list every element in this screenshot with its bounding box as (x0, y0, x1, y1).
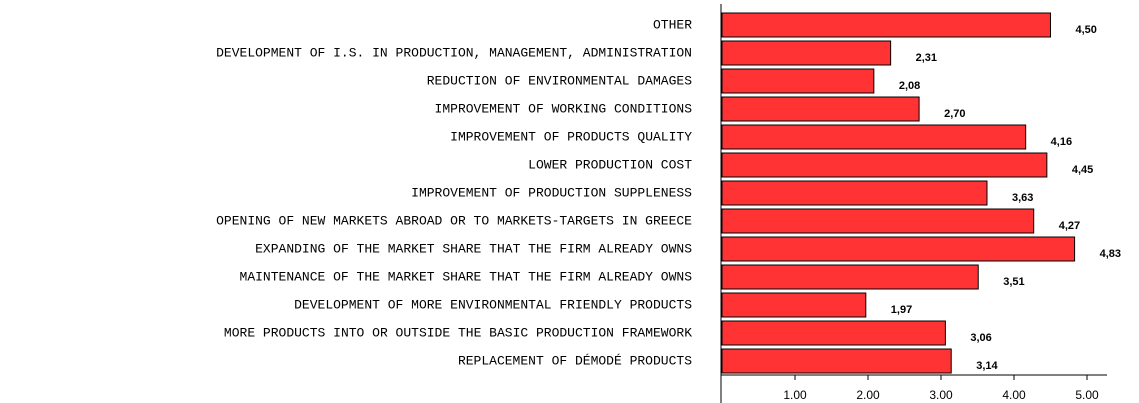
value-label: 4,27 (1059, 220, 1080, 232)
category-label: DEVELOPMENT OF MORE ENVIRONMENTAL FRIEND… (294, 297, 692, 312)
value-label: 3,14 (976, 360, 998, 372)
value-label: 3,51 (1003, 276, 1024, 288)
category-label: OTHER (653, 17, 692, 32)
category-label: MAINTENANCE OF THE MARKET SHARE THAT THE… (240, 269, 693, 284)
x-tick-label: 1.00 (783, 388, 807, 402)
value-label: 4,50 (1076, 24, 1097, 36)
category-label: MORE PRODUCTS INTO OR OUTSIDE THE BASIC … (224, 325, 692, 340)
value-label: 3,63 (1012, 192, 1033, 204)
bar (721, 320, 946, 346)
x-tick-label: 4.00 (1002, 388, 1026, 402)
bar (721, 68, 875, 94)
value-label: 3,06 (970, 332, 991, 344)
value-label: 4,83 (1100, 248, 1121, 260)
bar (721, 152, 1048, 178)
bar (721, 124, 1027, 150)
value-label: 2,31 (916, 52, 937, 64)
category-label: OPENING OF NEW MARKETS ABROAD OR TO MARK… (216, 213, 692, 228)
bar (721, 264, 979, 290)
bar (721, 40, 892, 66)
value-label: 2,08 (899, 80, 920, 92)
bar (721, 12, 1051, 38)
category-label: REDUCTION OF ENVIRONMENTAL DAMAGES (427, 73, 692, 88)
category-label: EXPANDING OF THE MARKET SHARE THAT THE F… (255, 241, 692, 256)
value-label: 1,97 (891, 304, 912, 316)
x-tick-label: 5.00 (1075, 388, 1099, 402)
bar (721, 292, 867, 318)
x-tick-label: 3.00 (929, 388, 953, 402)
bar (721, 208, 1035, 234)
category-label: REPLACEMENT OF DÉMODÉ PRODUCTS (458, 353, 692, 368)
category-label: IMPROVEMENT OF WORKING CONDITIONS (435, 101, 693, 116)
value-label: 4,45 (1072, 164, 1093, 176)
category-label: DEVELOPMENT OF I.S. IN PRODUCTION, MANAG… (216, 45, 692, 60)
bar (721, 348, 952, 374)
bar (721, 96, 920, 122)
category-label: IMPROVEMENT OF PRODUCTS QUALITY (450, 129, 692, 144)
value-label: 4,16 (1051, 136, 1072, 148)
bar (721, 236, 1076, 262)
value-label: 2,70 (944, 108, 965, 120)
bar (721, 180, 988, 206)
x-tick-label: 2.00 (856, 388, 880, 402)
category-label: IMPROVEMENT OF PRODUCTION SUPPLENESS (411, 185, 692, 200)
category-label: LOWER PRODUCTION COST (528, 157, 692, 172)
